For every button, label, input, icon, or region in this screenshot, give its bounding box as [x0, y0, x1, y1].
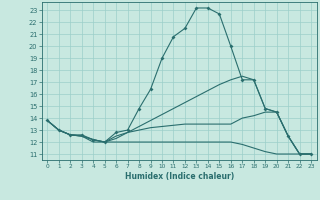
X-axis label: Humidex (Indice chaleur): Humidex (Indice chaleur) — [124, 172, 234, 181]
